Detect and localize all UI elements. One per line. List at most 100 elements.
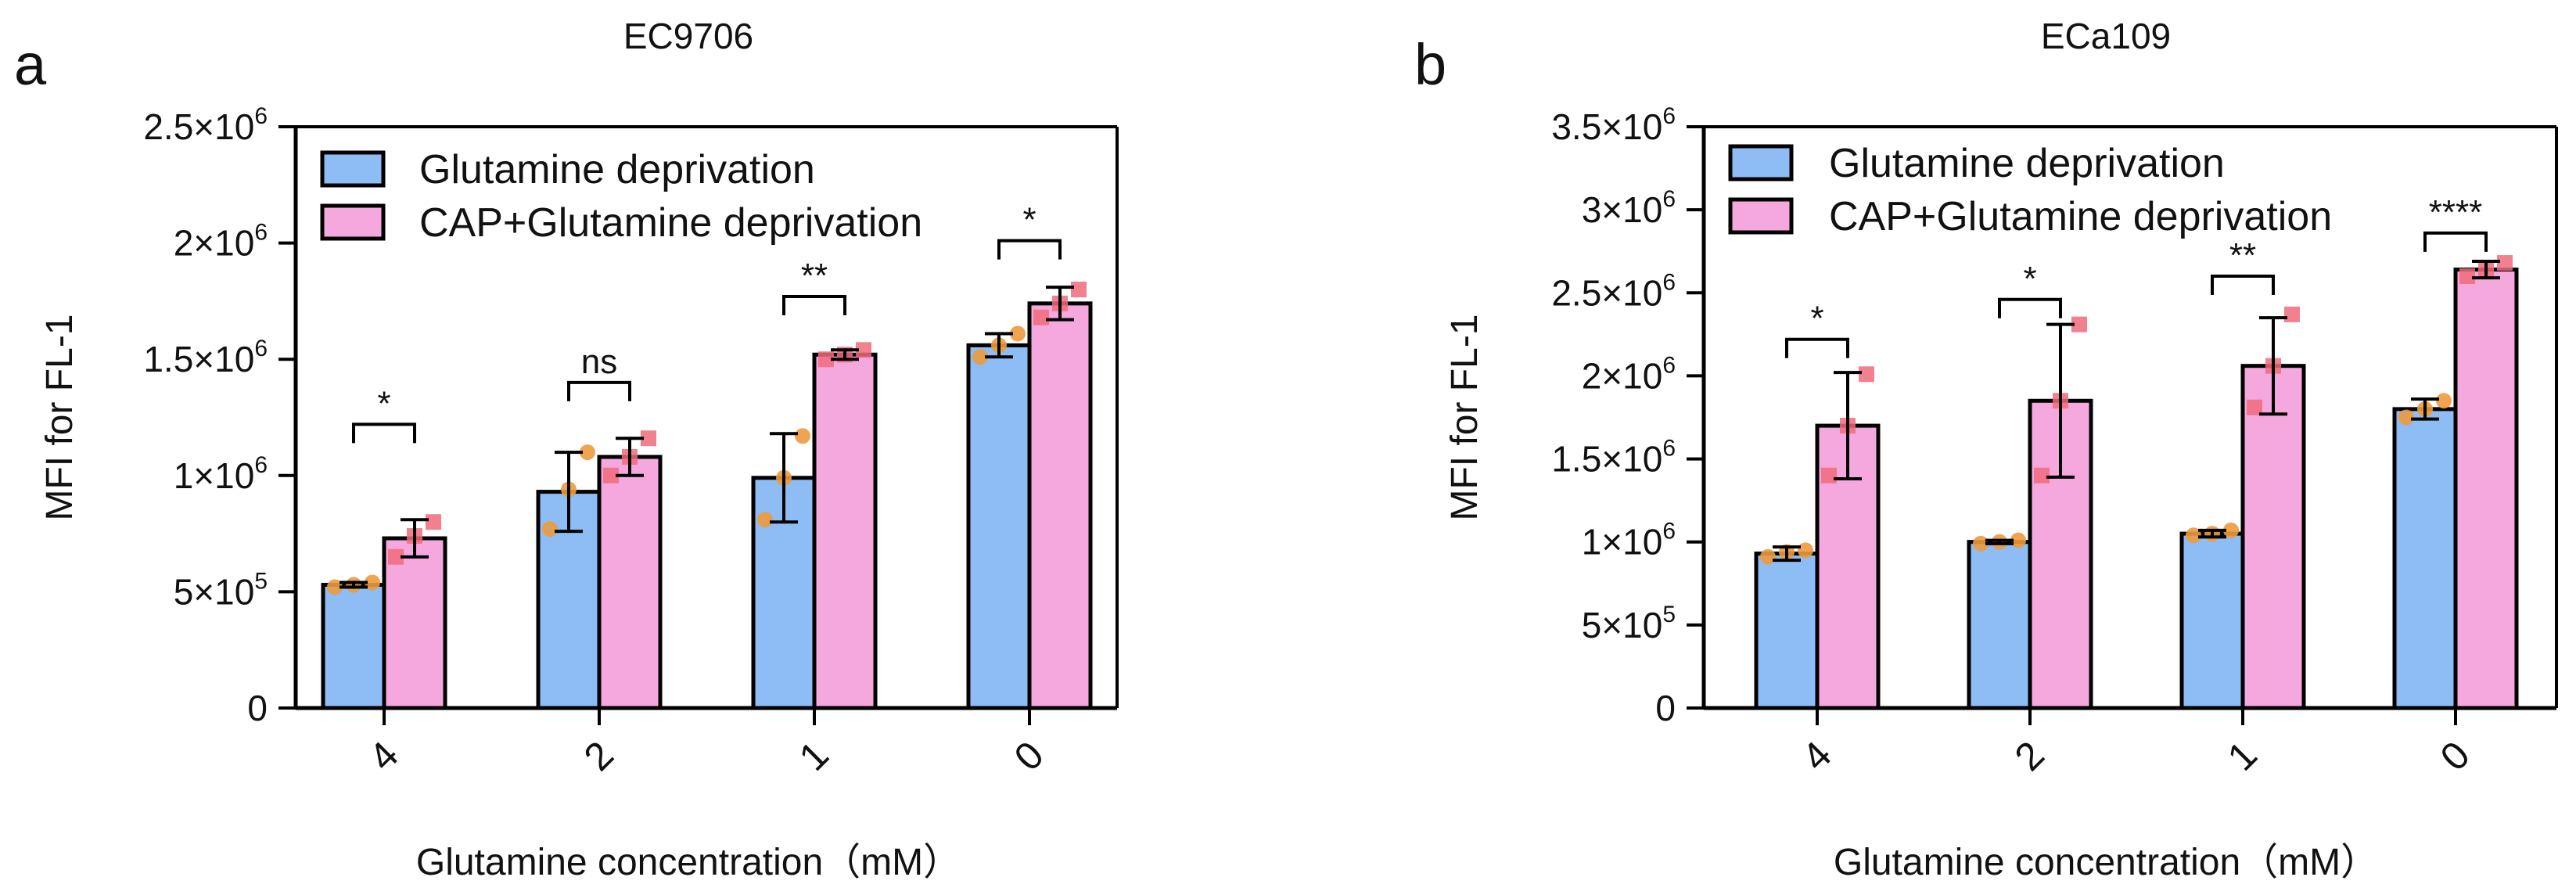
legend: Glutamine deprivation CAP+Glutamine depri… (1728, 141, 2332, 239)
data-point (818, 351, 834, 368)
data-point (2186, 527, 2201, 544)
y-tick-label: 2×106 (174, 220, 268, 264)
data-point (856, 342, 871, 358)
panel-letter: a (14, 32, 47, 97)
chart-panel-b: b ECa109 0 5×105 1×106 1.5×106 2×106 2.5×106 3×1… (1414, 16, 2558, 883)
data-point (327, 579, 343, 595)
data-point (365, 574, 380, 591)
significance-bracket (2211, 275, 2275, 296)
data-point (1760, 548, 1776, 565)
significance-bracket (1785, 337, 1849, 358)
legend-label: Glutamine deprivation (419, 147, 815, 192)
x-tick-label: 1 (791, 733, 837, 779)
chart-panel-a: a EC9706 0 5×105 1×106 1.5×106 2×106 2.5×106 MFI… (14, 16, 1119, 883)
x-axis-title: Glutamine concentration（mM） (1834, 842, 2378, 883)
data-point (2010, 532, 2026, 548)
bar-cap-glutamine-deprivation (812, 352, 878, 710)
y-tick-label: 1.5×106 (1551, 436, 1676, 480)
data-point (2459, 268, 2475, 285)
data-point (2497, 255, 2513, 271)
significance-bracket (997, 239, 1062, 260)
data-point (757, 512, 773, 528)
data-point (2436, 393, 2452, 409)
x-tick-label: 2 (576, 733, 622, 779)
y-tick-label: 0 (247, 688, 268, 728)
significance-bracket (567, 380, 631, 401)
data-point (603, 467, 619, 483)
data-point (542, 521, 558, 537)
y-tick-label: 1×106 (1582, 519, 1676, 563)
bar-cap-glutamine-deprivation (2453, 268, 2519, 710)
chart-title: EC9706 (623, 16, 753, 56)
legend: Glutamine deprivation CAP+Glutamine depri… (320, 147, 922, 246)
y-tick-label: 3×106 (1582, 186, 1676, 230)
legend-label: CAP+Glutamine deprivation (1829, 194, 2332, 239)
x-tick-label: 2 (2007, 733, 2053, 779)
data-point (641, 430, 656, 447)
data-point (1071, 282, 1087, 298)
y-tick-label: 2.5×106 (1551, 269, 1676, 313)
bar-cap-glutamine-deprivation (1027, 301, 1093, 710)
bar-cap-glutamine-deprivation (2240, 364, 2306, 710)
y-tick-label: 3.5×106 (1551, 103, 1676, 147)
y-tick-label: 0 (1655, 688, 1676, 728)
y-tick-label: 5×105 (174, 568, 268, 612)
significance-label: ns (581, 343, 617, 381)
y-tick-label: 5×105 (1582, 602, 1676, 645)
data-point (1798, 542, 1813, 559)
data-point (2398, 409, 2414, 426)
panel-letter: b (1414, 32, 1446, 97)
data-point (388, 548, 404, 565)
bar-cap-glutamine-deprivation (597, 455, 663, 710)
data-point (2284, 306, 2300, 322)
significance-label: * (377, 384, 390, 422)
significance-label: * (1810, 300, 1823, 338)
data-point (1821, 467, 1837, 483)
x-tick-label: 0 (2432, 733, 2478, 779)
bar-glutamine-deprivation (1967, 540, 2032, 710)
bar-glutamine-deprivation (321, 582, 386, 710)
y-tick-label: 2×106 (1582, 352, 1676, 396)
x-tick-label: 4 (361, 733, 407, 779)
legend-swatch-cap-glutamine-deprivation (320, 203, 386, 241)
chart-title: ECa109 (2041, 16, 2171, 56)
data-point (1973, 535, 1989, 552)
data-point (1859, 366, 1874, 383)
bar-glutamine-deprivation (1754, 552, 1820, 710)
legend-swatch-cap-glutamine-deprivation (1728, 197, 1794, 235)
data-point (795, 428, 810, 444)
data-point (2034, 467, 2050, 483)
y-tick-label: 2.5×106 (143, 103, 268, 147)
legend-label: CAP+Glutamine deprivation (419, 200, 922, 246)
bar-glutamine-deprivation (2179, 531, 2245, 710)
bar-glutamine-deprivation (966, 343, 1032, 710)
y-tick-label: 1×106 (174, 452, 268, 496)
significance-label: ** (801, 257, 828, 295)
data-point (2071, 316, 2087, 332)
data-point (2247, 399, 2262, 415)
legend-swatch-glutamine-deprivation (1728, 144, 1794, 182)
data-point (426, 514, 441, 530)
significance-bracket (782, 294, 846, 315)
data-point (1033, 309, 1049, 325)
x-tick-label: 0 (1006, 733, 1052, 779)
bar-glutamine-deprivation (2392, 407, 2458, 710)
significance-label: ** (2229, 236, 2256, 275)
data-point (580, 444, 595, 461)
significance-bracket (352, 422, 416, 444)
significance-label: **** (2429, 193, 2483, 232)
x-tick-label: 4 (1794, 733, 1840, 779)
significance-label: * (2023, 260, 2036, 298)
significance-bracket (1998, 297, 2062, 318)
significance-label: * (1022, 201, 1036, 239)
y-axis-title: MFI for FL-1 (39, 314, 81, 520)
legend-swatch-glutamine-deprivation (320, 150, 386, 188)
legend-label: Glutamine deprivation (1829, 141, 2225, 186)
data-point (1010, 325, 1026, 342)
significance-bracket (2423, 231, 2488, 252)
x-tick-label: 1 (2219, 733, 2265, 779)
y-tick-label: 1.5×106 (143, 336, 268, 379)
data-point (972, 349, 988, 365)
x-axis-title: Glutamine concentration（mM） (416, 842, 961, 883)
